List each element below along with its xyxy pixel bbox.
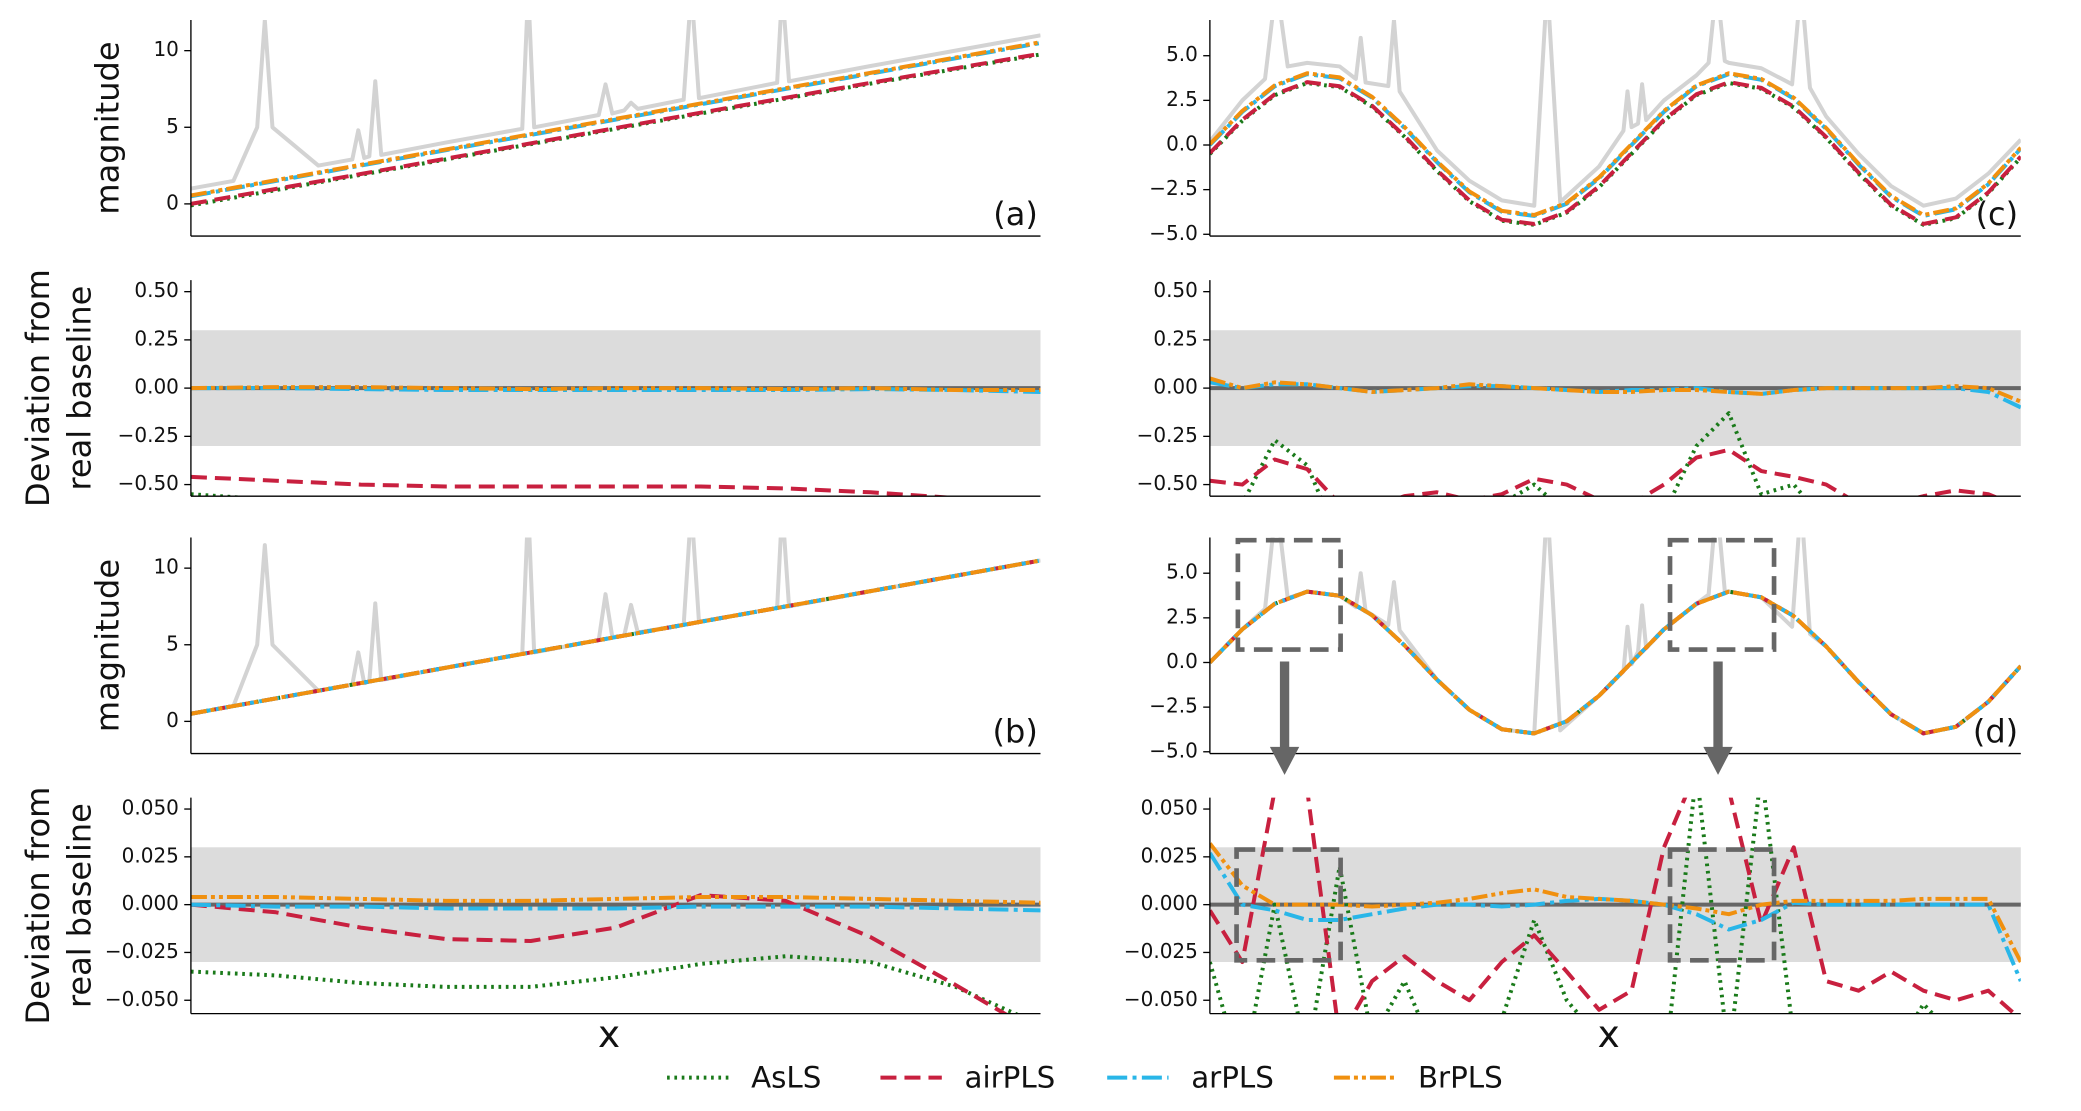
y-tick-label: 0.25: [134, 326, 179, 350]
y-axis-label: Deviation from: [19, 787, 57, 1025]
baseline-line: BrPLS: [1209, 589, 2021, 736]
raw-signal: [1209, 20, 2021, 208]
zoom-box: [1235, 537, 1343, 652]
raw-signal: [190, 537, 1041, 716]
y-tick-label: 0.050: [122, 796, 179, 820]
panel-label: (b): [993, 713, 1038, 751]
legend: AsLS airPLS arPLS BrPLS: [667, 1060, 1503, 1094]
raw-signal: [190, 20, 1041, 191]
y-axis-label: Deviation from: [19, 269, 57, 507]
y-axis-label: real baseline: [61, 803, 99, 1008]
baseline-line: arPLS: [190, 41, 1041, 199]
zoom-box: [1667, 847, 1777, 963]
baseline-line: airPLS: [1209, 589, 2021, 736]
raw-signal: [1209, 537, 2021, 736]
baseline-line: BrPLS: [1209, 842, 2021, 963]
baseline-line: BrPLS: [190, 895, 1041, 905]
y-tick-label: −5.0: [1149, 221, 1198, 245]
plots: AsLSairPLSarPLSBrPLS0510magnitude (a)AsLS…: [19, 20, 2021, 1056]
y-tick-label: 0: [166, 190, 179, 214]
baseline-line: AsLS: [190, 492, 249, 497]
baseline-line: arPLS: [190, 902, 1041, 913]
y-tick-label: −0.050: [1124, 987, 1198, 1011]
y-tick-label: 0.050: [1141, 796, 1198, 820]
baseline-line: AsLS: [190, 954, 1020, 1014]
baseline-line: airPLS: [190, 51, 1041, 206]
zoom-arrows: [1269, 661, 1733, 775]
y-tick-label: −5.0: [1149, 738, 1198, 762]
panel: AsLSairPLSarPLSBrPLS0510magnitude (a): [89, 20, 1041, 237]
y-tick-label: 0.0: [1166, 649, 1198, 673]
y-tick-label: 10: [153, 555, 178, 579]
baseline-line: airPLS: [1209, 797, 2018, 1014]
y-tick-label: 0.00: [134, 375, 179, 399]
panel-label: (a): [993, 195, 1038, 233]
baseline-line: airPLS: [1209, 80, 2021, 226]
y-tick-label: −2.5: [1149, 694, 1198, 718]
y-tick-label: −0.25: [118, 423, 179, 447]
y-tick-label: 0: [166, 708, 179, 732]
legend-label: arPLS: [1191, 1060, 1274, 1094]
y-tick-label: −0.25: [1137, 423, 1198, 447]
baseline-line: airPLS: [190, 474, 957, 497]
y-tick-label: −0.025: [105, 939, 179, 963]
y-tick-label: −0.025: [1124, 939, 1198, 963]
y-tick-label: 5.0: [1166, 42, 1198, 66]
x-axis-label: x: [1598, 1012, 1620, 1056]
y-tick-label: 5: [166, 114, 179, 138]
baseline-line: airPLS: [1209, 447, 1999, 497]
y-axis-label: magnitude: [89, 559, 127, 732]
y-tick-label: 0.50: [1153, 278, 1198, 302]
baseline-line: BrPLS: [1209, 376, 2021, 404]
baseline-line: BrPLS: [1209, 71, 2021, 217]
baseline-line: AsLS: [190, 52, 1041, 208]
y-tick-label: 5.0: [1166, 560, 1198, 584]
y-tick-label: 2.5: [1166, 87, 1198, 111]
y-tick-label: 0.50: [134, 278, 179, 302]
y-tick-label: 2.5: [1166, 604, 1198, 628]
baseline-line: BrPLS: [190, 385, 1041, 393]
y-axis-label: real baseline: [61, 286, 99, 491]
panel: AsLSairPLSarPLSBrPLS0510magnitude (b): [89, 537, 1041, 755]
y-tick-label: −0.50: [1137, 471, 1198, 495]
panel-label: (d): [1973, 713, 2018, 751]
y-axis-label: magnitude: [89, 41, 127, 214]
zoom-box: [1234, 847, 1343, 963]
zoom-box: [1667, 537, 1777, 652]
y-tick-label: 0.000: [122, 891, 179, 915]
arrow-head: [1703, 746, 1733, 775]
baseline-line: AsLS: [1209, 81, 2021, 227]
baseline-line: arPLS: [1209, 589, 2021, 736]
panel: AsLSairPLSarPLSBrPLS−0.050−0.0250.0000.0…: [1124, 796, 2021, 1056]
y-tick-label: 0.25: [1153, 326, 1198, 350]
panel-label: (c): [1976, 195, 2019, 233]
y-tick-label: −0.050: [105, 987, 179, 1011]
y-tick-label: −0.50: [118, 471, 179, 495]
y-tick-label: 0.000: [1141, 891, 1198, 915]
arrow-head: [1269, 746, 1300, 775]
zoom-annotations: [1234, 537, 1777, 963]
panel: AsLSairPLSarPLSBrPLS−0.50−0.250.000.250.…: [19, 269, 1041, 507]
y-tick-label: 10: [153, 37, 178, 61]
baseline-line: airPLS: [190, 893, 1009, 1014]
panel: AsLSairPLSarPLSBrPLS−0.50−0.250.000.250.…: [1137, 278, 2021, 497]
y-tick-label: 0.0: [1166, 132, 1198, 156]
y-tick-label: 5: [166, 631, 179, 655]
y-tick-label: −2.5: [1149, 176, 1198, 200]
baseline-line: AsLS: [1209, 589, 2021, 736]
y-tick-label: 0.025: [1141, 843, 1198, 867]
legend-label: AsLS: [751, 1060, 821, 1094]
baseline-line: arPLS: [1209, 851, 2021, 982]
baseline-line: arPLS: [190, 558, 1041, 716]
x-axis-label: x: [598, 1012, 620, 1056]
y-tick-label: 0.025: [122, 843, 179, 867]
legend-label: airPLS: [964, 1060, 1055, 1094]
legend-label: BrPLS: [1418, 1060, 1503, 1094]
y-tick-label: 0.00: [1153, 375, 1198, 399]
